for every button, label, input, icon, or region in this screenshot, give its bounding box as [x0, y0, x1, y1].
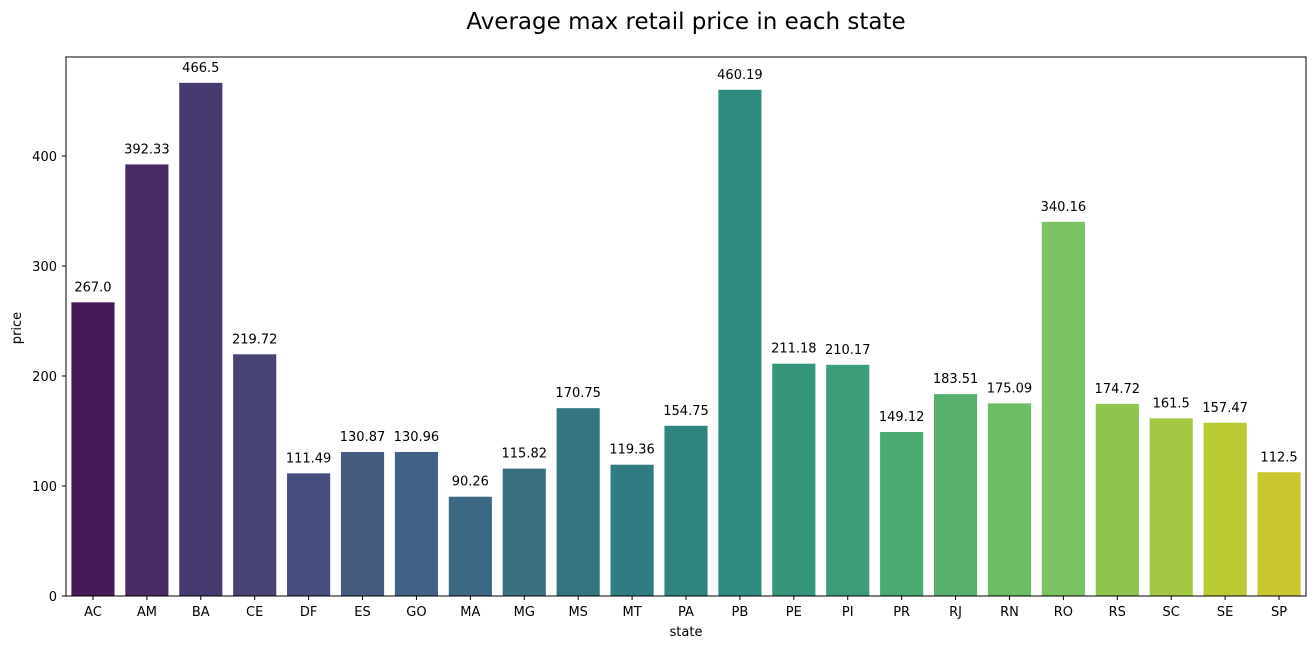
x-tick-label-mt: MT: [623, 605, 642, 620]
x-tick-label-pb: PB: [732, 605, 749, 620]
bar-rs: [1095, 403, 1139, 596]
data-label-ms: 170.75: [555, 386, 601, 401]
data-label-ce: 219.72: [232, 332, 278, 347]
x-tick-label-ma: MA: [460, 605, 480, 620]
bar-mt: [610, 464, 654, 596]
data-label-ma: 90.26: [452, 475, 489, 490]
bar-sp: [1257, 472, 1301, 596]
x-tick-label-pi: PI: [842, 605, 854, 620]
x-tick-label-am: AM: [137, 605, 157, 620]
bar-am: [125, 164, 169, 596]
x-tick-label-ba: BA: [192, 605, 210, 620]
bar-sc: [1149, 418, 1193, 596]
x-tick-label-rj: RJ: [949, 605, 962, 620]
data-label-es: 130.87: [340, 430, 386, 445]
x-tick-label-go: GO: [406, 605, 426, 620]
bar-ma: [448, 496, 492, 596]
x-tick-label-ce: CE: [246, 605, 263, 620]
data-label-mg: 115.82: [502, 447, 548, 462]
bars-layer: [71, 82, 1301, 597]
bar-mg: [502, 468, 546, 596]
data-label-go: 130.96: [394, 430, 440, 445]
data-label-rn: 175.09: [987, 381, 1033, 396]
data-label-rs: 174.72: [1095, 382, 1141, 397]
x-tick-label-ac: AC: [84, 605, 102, 620]
data-label-mt: 119.36: [609, 443, 655, 458]
x-tick-label-ro: RO: [1054, 605, 1073, 620]
data-label-pr: 149.12: [879, 410, 925, 425]
x-tick-label-pe: PE: [786, 605, 802, 620]
bar-rn: [987, 403, 1032, 596]
y-tick-label-400: 400: [32, 150, 57, 165]
y-axis-label: price: [10, 312, 25, 344]
x-tick-label-pa: PA: [678, 605, 694, 620]
data-label-ba: 466.5: [182, 61, 219, 76]
y-tick-label-0: 0: [49, 590, 57, 605]
bar-pe: [772, 363, 816, 596]
bar-pi: [826, 364, 870, 596]
y-axis: 0 100 200 300 400: [32, 150, 66, 605]
x-tick-label-es: ES: [354, 605, 370, 620]
x-tick-label-mg: MG: [514, 605, 535, 620]
data-label-pe: 211.18: [771, 342, 817, 357]
bar-ac: [71, 302, 115, 596]
data-label-ac: 267.0: [74, 280, 111, 295]
y-tick-label-300: 300: [32, 260, 57, 275]
bar-pa: [664, 425, 708, 596]
x-axis: AC AM BA CE DF ES GO MA MG MS MT PA PB PE PI PR RJ RN RO RS…: [84, 596, 1287, 620]
data-label-pa: 154.75: [663, 404, 709, 419]
data-labels-layer: 267.0 392.33 466.5 219.72 111.49 130.87 130.96…: [74, 61, 1297, 490]
data-label-pb: 460.19: [717, 68, 763, 83]
bar-ro: [1041, 221, 1085, 596]
bar-pb: [718, 89, 762, 596]
chart-title: Average max retail price in each state: [466, 9, 905, 35]
x-axis-label: state: [670, 625, 703, 640]
bar-go: [394, 451, 438, 596]
bar-ms: [556, 408, 600, 596]
bar-es: [340, 452, 385, 596]
x-tick-label-se: SE: [1217, 605, 1233, 620]
y-tick-label-100: 100: [32, 480, 57, 495]
x-tick-label-ms: MS: [568, 605, 587, 620]
x-tick-label-rs: RS: [1109, 605, 1126, 620]
data-label-rj: 183.51: [933, 372, 979, 387]
x-tick-label-pr: PR: [893, 605, 910, 620]
x-tick-label-sc: SC: [1163, 605, 1180, 620]
bar-ba: [179, 82, 223, 597]
bar-se: [1203, 422, 1247, 596]
plot-frame: [65, 56, 1307, 597]
data-label-ro: 340.16: [1041, 200, 1087, 215]
data-label-sp: 112.5: [1260, 450, 1297, 465]
y-tick-label-200: 200: [32, 370, 57, 385]
x-tick-label-rn: RN: [1000, 605, 1019, 620]
data-label-df: 111.49: [286, 451, 332, 466]
data-label-sc: 161.5: [1153, 396, 1190, 411]
data-label-se: 157.47: [1202, 401, 1248, 416]
data-label-am: 392.33: [124, 142, 170, 157]
bar-pr: [880, 431, 924, 596]
data-label-pi: 210.17: [825, 343, 871, 358]
x-tick-label-df: DF: [300, 605, 318, 620]
bar-ce: [233, 354, 277, 596]
x-tick-label-sp: SP: [1271, 605, 1287, 620]
bar-rj: [934, 394, 978, 596]
bar-df: [287, 473, 331, 596]
